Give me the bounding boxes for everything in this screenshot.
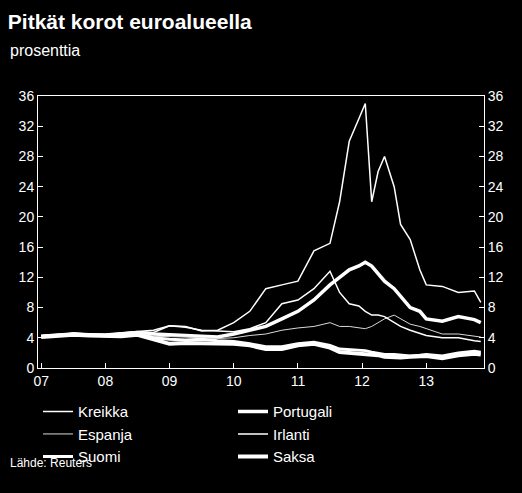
svg-text:13: 13 <box>418 373 434 389</box>
svg-text:Portugali: Portugali <box>273 403 332 420</box>
svg-text:32: 32 <box>19 118 35 134</box>
svg-text:8: 8 <box>488 299 496 315</box>
svg-text:Saksa: Saksa <box>273 448 315 465</box>
svg-text:28: 28 <box>19 148 35 164</box>
svg-text:4: 4 <box>26 330 34 346</box>
svg-text:20: 20 <box>488 209 504 225</box>
svg-text:0: 0 <box>488 360 496 376</box>
svg-text:0: 0 <box>26 360 34 376</box>
svg-text:10: 10 <box>226 373 242 389</box>
svg-text:07: 07 <box>33 373 49 389</box>
svg-text:Pitkät korot euroalueella: Pitkät korot euroalueella <box>8 10 252 33</box>
svg-text:16: 16 <box>488 239 504 255</box>
svg-text:Irlanti: Irlanti <box>273 426 310 443</box>
svg-text:Suomi: Suomi <box>78 448 121 465</box>
svg-text:20: 20 <box>19 209 35 225</box>
svg-text:12: 12 <box>19 269 35 285</box>
svg-text:24: 24 <box>488 179 504 195</box>
svg-text:12: 12 <box>354 373 370 389</box>
svg-text:4: 4 <box>488 330 496 346</box>
svg-text:24: 24 <box>19 179 35 195</box>
svg-text:Kreikka: Kreikka <box>78 403 129 420</box>
svg-text:08: 08 <box>98 373 114 389</box>
svg-text:32: 32 <box>488 118 504 134</box>
svg-text:09: 09 <box>162 373 178 389</box>
svg-text:Lähde: Reuters: Lähde: Reuters <box>10 456 92 470</box>
svg-text:Espanja: Espanja <box>78 426 133 443</box>
svg-text:36: 36 <box>488 88 504 104</box>
svg-text:36: 36 <box>19 88 35 104</box>
svg-text:28: 28 <box>488 148 504 164</box>
svg-text:12: 12 <box>488 269 504 285</box>
svg-text:11: 11 <box>291 373 306 389</box>
svg-text:prosenttia: prosenttia <box>10 42 80 59</box>
svg-text:8: 8 <box>26 299 34 315</box>
svg-text:16: 16 <box>19 239 35 255</box>
